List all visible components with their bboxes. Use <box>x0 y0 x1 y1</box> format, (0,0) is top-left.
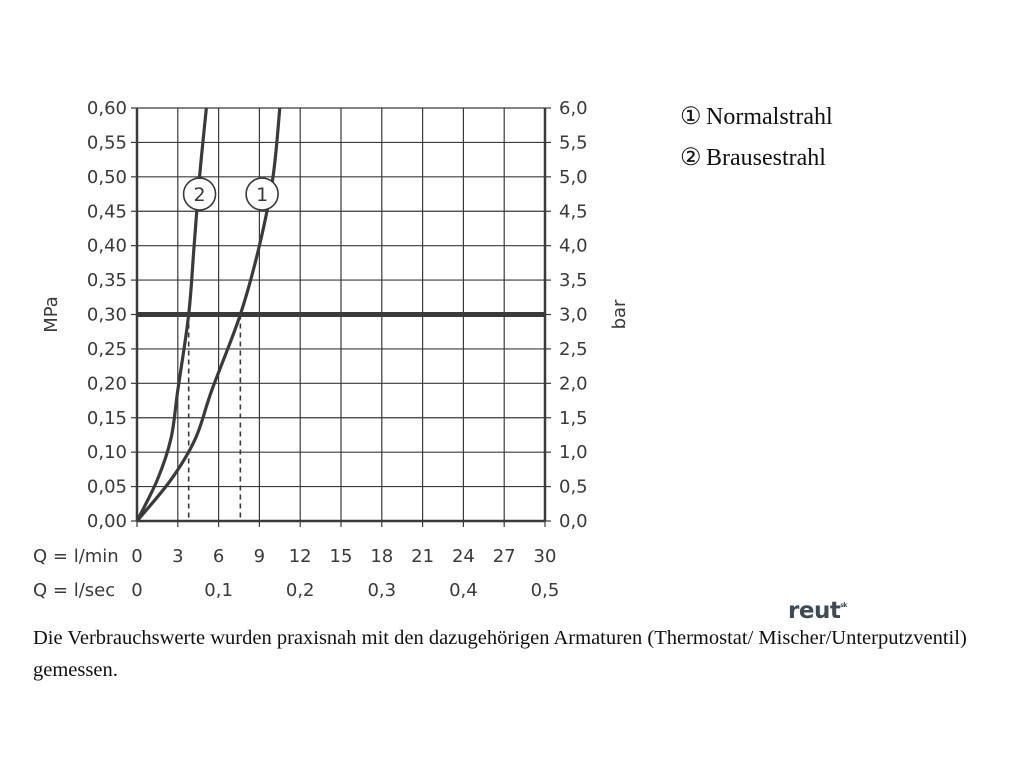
x-primary-tick-label: 6 <box>213 546 224 567</box>
x-primary-axis-title: Q = l/min <box>33 546 119 567</box>
x-secondary-tick-label: 0,4 <box>449 580 478 601</box>
y-left-tick-label: 0,20 <box>87 373 127 394</box>
series-marker-circle-2 <box>182 177 217 211</box>
x-primary-tick-label: 0 <box>131 546 142 567</box>
x-primary-tick-label: 3 <box>172 546 183 567</box>
y-right-tick-label: 5,0 <box>559 167 588 188</box>
series-marker-label-1: 1 <box>256 184 268 206</box>
y-right-tick-label: 5,5 <box>559 132 588 153</box>
pressure-flow-chart: 0,000,050,100,150,200,250,300,350,400,45… <box>33 98 630 601</box>
y-right-axis-title: bar <box>609 299 630 329</box>
y-right-tick-label: 6,0 <box>559 98 588 119</box>
x-primary-tick-label: 21 <box>411 546 434 567</box>
x-secondary-tick-label: 0 <box>131 580 142 601</box>
y-left-tick-label: 0,40 <box>87 236 127 257</box>
x-primary-tick-label: 12 <box>289 546 312 567</box>
y-right-tick-label: 2,0 <box>559 373 588 394</box>
x-secondary-tick-label: 0,3 <box>367 580 396 601</box>
legend-marker-1: ① <box>680 104 702 130</box>
reut-logo: reutsk <box>788 598 847 624</box>
y-left-tick-label: 0,45 <box>87 201 127 222</box>
y-right-tick-label: 1,0 <box>559 442 588 463</box>
measurement-note: Die Verbrauchswerte wurden praxisnah mit… <box>33 627 967 681</box>
x-primary-tick-label: 24 <box>452 546 475 567</box>
x-primary-tick-label: 30 <box>534 546 557 567</box>
y-right-tick-label: 4,0 <box>559 236 588 257</box>
y-left-axis-title: MPa <box>41 296 62 333</box>
y-left-tick-label: 0,55 <box>87 132 127 153</box>
legend-label-normalstrahl: Normalstrahl <box>706 104 833 130</box>
y-right-tick-label: 0,5 <box>559 477 588 498</box>
y-left-tick-label: 0,00 <box>87 511 127 532</box>
logo-text: reut <box>788 598 841 624</box>
y-right-tick-label: 2,5 <box>559 339 588 360</box>
logo-sup: sk <box>840 602 847 609</box>
x-secondary-axis-title: Q = l/sec <box>33 580 115 601</box>
legend: ① Normalstrahl ② Brausestrahl <box>680 100 833 182</box>
y-left-tick-label: 0,30 <box>87 305 127 326</box>
x-primary-tick-label: 18 <box>370 546 393 567</box>
series-line-1 <box>135 107 282 523</box>
y-left-tick-label: 0,50 <box>87 167 127 188</box>
y-right-tick-label: 4,5 <box>559 201 588 222</box>
series-marker-label-2: 2 <box>194 184 206 206</box>
y-left-tick-label: 0,10 <box>87 442 127 463</box>
legend-item-brausestrahl: ② Brausestrahl <box>680 141 833 182</box>
x-primary-tick-label: 27 <box>493 546 516 567</box>
y-left-tick-label: 0,35 <box>87 270 127 291</box>
y-right-tick-label: 0,0 <box>559 511 588 532</box>
y-left-tick-label: 0,25 <box>87 339 127 360</box>
y-left-tick-label: 0,60 <box>87 98 127 119</box>
x-secondary-tick-label: 0,5 <box>531 580 560 601</box>
x-primary-tick-label: 15 <box>330 546 353 567</box>
x-secondary-tick-label: 0,2 <box>286 580 315 601</box>
y-right-tick-label: 3,5 <box>559 270 588 291</box>
x-secondary-tick-label: 0,1 <box>204 580 233 601</box>
legend-label-brausestrahl: Brausestrahl <box>706 145 826 171</box>
y-right-tick-label: 1,5 <box>559 408 588 429</box>
legend-item-normalstrahl: ① Normalstrahl <box>680 100 833 141</box>
legend-marker-2: ② <box>680 145 702 171</box>
y-left-tick-label: 0,15 <box>87 408 127 429</box>
series-marker-circle-1 <box>245 177 279 211</box>
y-right-tick-label: 3,0 <box>559 305 588 326</box>
x-primary-tick-label: 9 <box>254 546 265 567</box>
y-left-tick-label: 0,05 <box>87 477 127 498</box>
